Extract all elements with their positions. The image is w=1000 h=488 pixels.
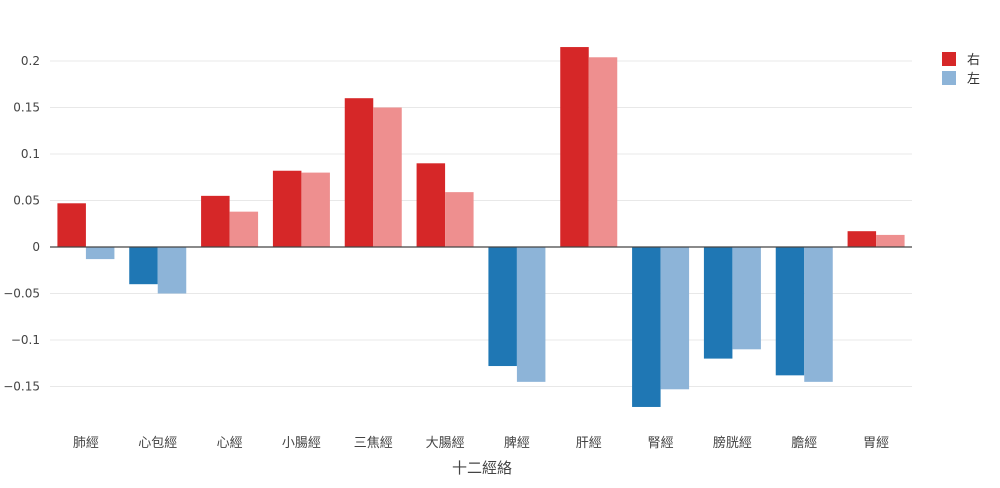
y-axis-ticks: 0.2 0.15 0.1 0.05 0 −0.05 −0.1 −0.15	[3, 54, 40, 394]
bar-right[interactable]	[201, 195, 230, 247]
bar-left[interactable]	[804, 247, 833, 382]
bar-left[interactable]	[876, 234, 905, 247]
bar-right[interactable]	[416, 163, 446, 247]
bar-right[interactable]	[57, 203, 86, 247]
bar-left[interactable]	[157, 247, 187, 294]
y-tick-label: 0.15	[13, 101, 40, 115]
x-tick-label: 大腸經	[426, 436, 465, 451]
x-tick-label: 脾經	[504, 436, 530, 451]
bar-right[interactable]	[129, 247, 158, 285]
legend-label-left: 左	[967, 72, 980, 87]
bar-right[interactable]	[847, 231, 877, 247]
legend-label-right: 右	[967, 53, 980, 68]
bar-left[interactable]	[516, 247, 546, 382]
x-tick-label: 小腸經	[282, 436, 321, 451]
y-tick-label: 0.1	[21, 147, 40, 161]
legend-item-right[interactable]: 右	[942, 52, 980, 68]
x-axis-ticks: 肺經 心包經 心經 小腸經 三焦經 大腸經 脾經 肝經 腎經 膀胱經 膽經 胃經	[73, 435, 889, 451]
bar-right[interactable]	[560, 47, 589, 247]
y-tick-label: 0.2	[21, 54, 40, 68]
legend-swatch-left	[942, 71, 956, 85]
x-tick-label: 膀胱經	[713, 435, 752, 451]
bar-right[interactable]	[272, 170, 302, 247]
y-tick-label: −0.05	[3, 287, 40, 301]
bar-left[interactable]	[732, 247, 761, 350]
bar-left[interactable]	[229, 211, 259, 247]
x-tick-label: 心經	[217, 436, 243, 451]
y-tick-label: −0.1	[11, 333, 40, 347]
bar-right[interactable]	[344, 98, 374, 247]
legend[interactable]: 右 左	[942, 52, 980, 87]
x-tick-label: 肺經	[73, 436, 99, 451]
bar-left[interactable]	[301, 172, 330, 247]
legend-item-left[interactable]: 左	[942, 71, 980, 87]
y-tick-label: 0.05	[13, 194, 40, 208]
bar-right[interactable]	[703, 247, 733, 359]
bar-right[interactable]	[632, 247, 661, 407]
grid-lines	[50, 60, 912, 387]
bar-left[interactable]	[588, 57, 618, 247]
x-tick-label: 三焦經	[354, 436, 393, 451]
bars	[57, 47, 905, 407]
x-tick-label: 肝經	[576, 436, 602, 451]
bar-right[interactable]	[775, 247, 805, 376]
legend-swatch-right	[942, 52, 956, 66]
y-tick-label: 0	[32, 240, 40, 254]
x-tick-label: 膽經	[791, 436, 817, 451]
x-tick-label: 心包經	[138, 436, 177, 451]
x-tick-label: 腎經	[648, 436, 674, 451]
bar-left[interactable]	[373, 107, 402, 248]
x-axis-title: 十二經絡	[452, 459, 512, 477]
bar-left[interactable]	[445, 192, 474, 247]
y-tick-label: −0.15	[3, 380, 40, 394]
bar-left[interactable]	[660, 247, 690, 390]
bar-right[interactable]	[488, 247, 517, 367]
x-tick-label: 胃經	[863, 436, 889, 451]
bar-left[interactable]	[85, 247, 115, 260]
